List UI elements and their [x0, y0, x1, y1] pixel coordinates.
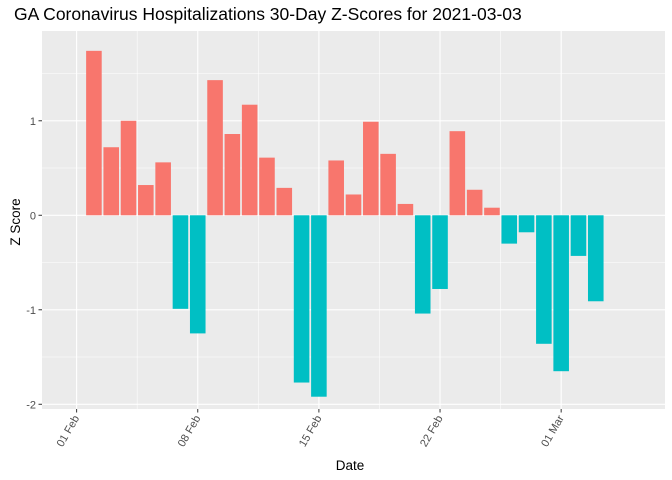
bar: [432, 215, 448, 289]
x-axis-title: Date: [336, 458, 365, 473]
y-tick-label: -2: [26, 399, 36, 411]
bar: [259, 157, 275, 216]
bar: [189, 215, 206, 334]
bar: [363, 121, 379, 216]
bar: [276, 187, 293, 216]
bar: [328, 160, 344, 216]
bar: [484, 207, 500, 216]
x-tick-label: 22 Feb: [418, 414, 446, 450]
bar: [120, 120, 137, 216]
bar: [449, 131, 466, 216]
bar: [172, 215, 189, 309]
bar: [414, 215, 431, 314]
bar: [207, 80, 223, 216]
y-axis: -2 -1 0 1: [26, 116, 42, 411]
y-tick-label: 1: [30, 116, 36, 128]
bar: [138, 185, 154, 216]
bar: [536, 215, 552, 344]
x-tick-label: 15 Feb: [297, 414, 325, 450]
bar: [293, 215, 310, 383]
bar: [224, 134, 241, 216]
bars: [86, 50, 604, 397]
bar: [241, 104, 258, 216]
bar: [103, 147, 120, 216]
bar: [466, 189, 483, 216]
bar: [380, 153, 396, 216]
x-axis: 01 Feb 08 Feb 15 Feb 22 Feb 01 Mar: [55, 409, 567, 449]
x-tick-label: 01 Feb: [55, 414, 83, 450]
bar: [397, 203, 414, 216]
bar: [501, 215, 518, 244]
x-tick-label: 01 Mar: [539, 413, 567, 449]
chart-title: GA Coronavirus Hospitalizations 30-Day Z…: [14, 4, 522, 24]
bar: [155, 162, 171, 216]
bar: [553, 215, 569, 372]
y-tick-label: -1: [26, 305, 36, 317]
bar: [86, 50, 102, 216]
y-tick-label: 0: [30, 210, 36, 222]
x-tick-label: 08 Feb: [176, 414, 204, 450]
bar: [587, 215, 604, 302]
bar: [345, 194, 362, 216]
bar: [311, 215, 327, 397]
bar: [570, 215, 587, 256]
y-axis-title: Z Score: [8, 198, 23, 245]
bar: [518, 215, 535, 233]
